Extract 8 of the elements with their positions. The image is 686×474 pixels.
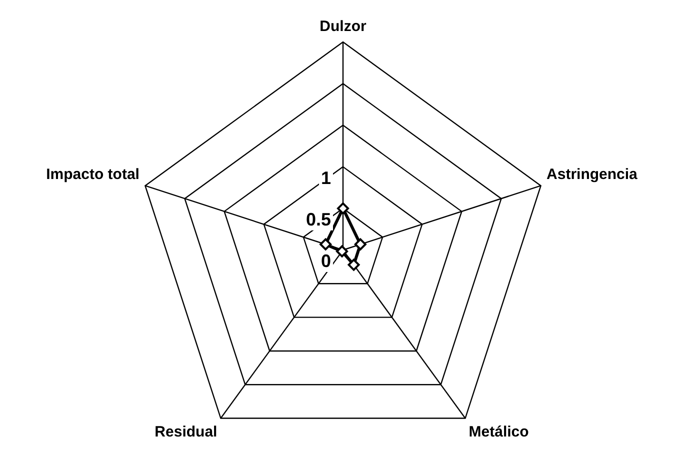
y-tick-label: 0.5 (306, 209, 331, 230)
y-tick-label: 0 (320, 250, 331, 271)
spoke-label: Impacto total (46, 166, 140, 184)
y-tick-label: 1 (320, 168, 331, 188)
spoke-label: Metálico (468, 423, 529, 440)
spoke-label: Residual (154, 423, 218, 440)
spoke-label: Astringencia (546, 166, 638, 184)
spoke-label: Dulzor (320, 18, 366, 36)
